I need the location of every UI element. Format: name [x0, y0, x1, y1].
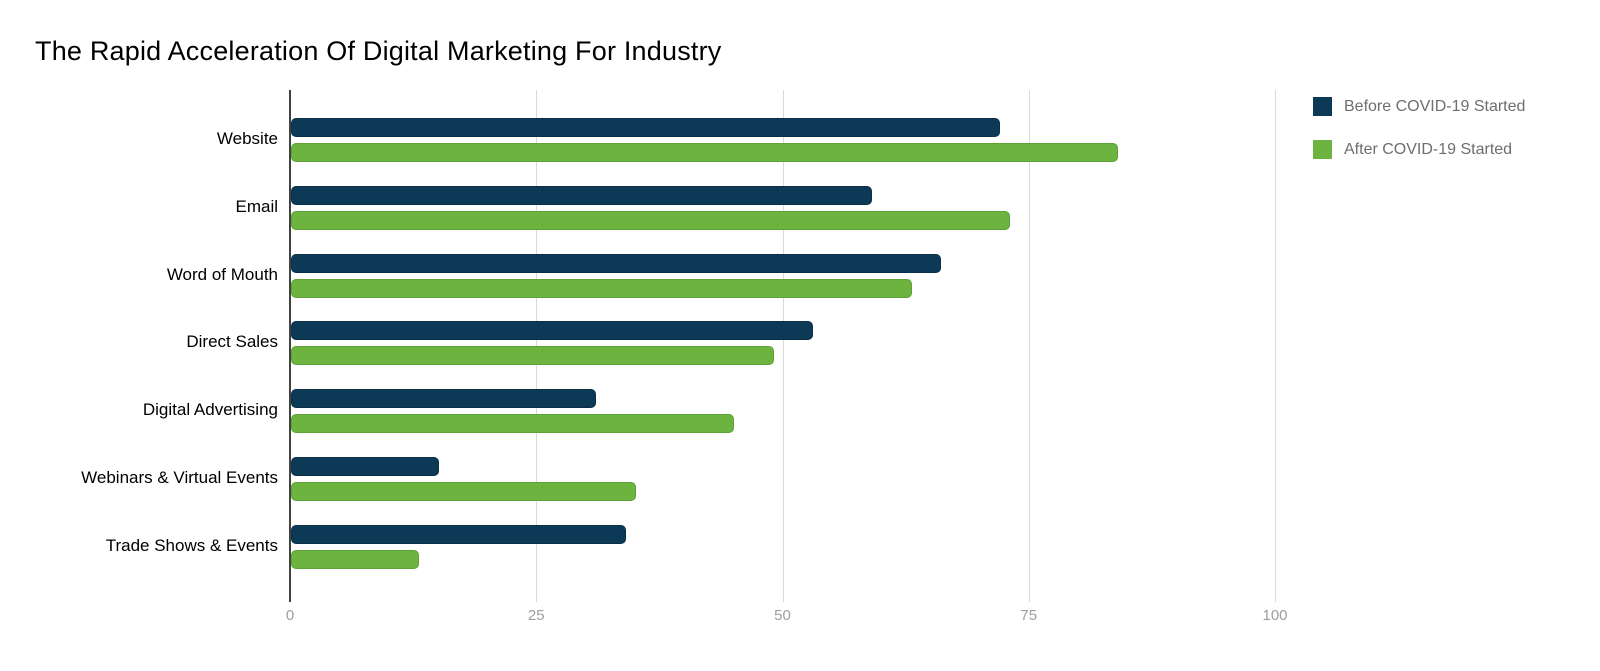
x-axis-tick-label: 50: [774, 607, 791, 624]
legend-item[interactable]: Before COVID-19 Started: [1313, 97, 1525, 116]
legend-item[interactable]: After COVID-19 Started: [1313, 140, 1525, 159]
bar-before[interactable]: [291, 524, 626, 544]
bar-after[interactable]: [291, 549, 420, 569]
legend-label: Before COVID-19 Started: [1344, 97, 1526, 115]
category-label: Webinars & Virtual Events: [81, 468, 278, 487]
bar-before[interactable]: [291, 118, 1001, 137]
x-gridline: [1275, 90, 1276, 602]
bar-after[interactable]: [291, 278, 912, 298]
bar-before[interactable]: [291, 457, 439, 476]
x-axis-tick-label: 75: [1020, 607, 1038, 624]
bar-after[interactable]: [291, 346, 774, 366]
category-label: Email: [235, 196, 278, 216]
chart-legend: Before COVID-19 Started After COVID-19 St…: [1313, 97, 1525, 183]
chart-title: The Rapid Acceleration Of Digital Market…: [35, 36, 722, 66]
x-axis-tick-label: 100: [1262, 607, 1288, 624]
category-label: Word of Mouth: [166, 264, 278, 284]
category-label: Digital Advertising: [142, 400, 278, 420]
bar-after[interactable]: [291, 143, 1119, 162]
bar-before[interactable]: [291, 253, 942, 273]
x-gridline: [1028, 90, 1030, 602]
legend-swatch-icon: [1313, 140, 1332, 159]
y-axis-baseline: [289, 90, 291, 602]
category-label: Direct Sales: [186, 332, 278, 352]
bar-after[interactable]: [291, 414, 735, 434]
bar-before[interactable]: [291, 185, 873, 205]
bar-before[interactable]: [291, 321, 814, 341]
x-axis-tick-label: 0: [285, 607, 295, 624]
legend-swatch-icon: [1313, 97, 1332, 116]
bar-after[interactable]: [291, 482, 636, 501]
category-label: Trade Shows & Events: [105, 535, 278, 555]
category-label: Website: [216, 129, 278, 148]
bar-after[interactable]: [291, 210, 1011, 230]
x-gridline: [782, 90, 784, 602]
bar-before[interactable]: [291, 389, 597, 409]
x-axis-tick-label: 25: [527, 607, 545, 624]
legend-label: After COVID-19 Started: [1344, 140, 1513, 158]
x-gridline: [536, 90, 538, 602]
